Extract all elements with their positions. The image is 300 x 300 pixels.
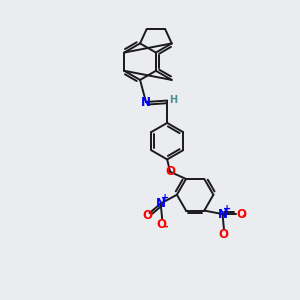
Text: H: H — [169, 94, 177, 105]
Text: N: N — [141, 95, 151, 109]
Text: +: + — [223, 204, 231, 214]
Text: N: N — [156, 197, 166, 210]
Text: O: O — [236, 208, 246, 220]
Text: O: O — [157, 218, 166, 231]
Text: O: O — [218, 228, 228, 241]
Text: -: - — [164, 221, 168, 231]
Text: O: O — [165, 165, 175, 178]
Text: N: N — [218, 208, 227, 220]
Text: -: - — [242, 211, 246, 221]
Text: O: O — [142, 209, 152, 223]
Text: +: + — [161, 193, 169, 203]
